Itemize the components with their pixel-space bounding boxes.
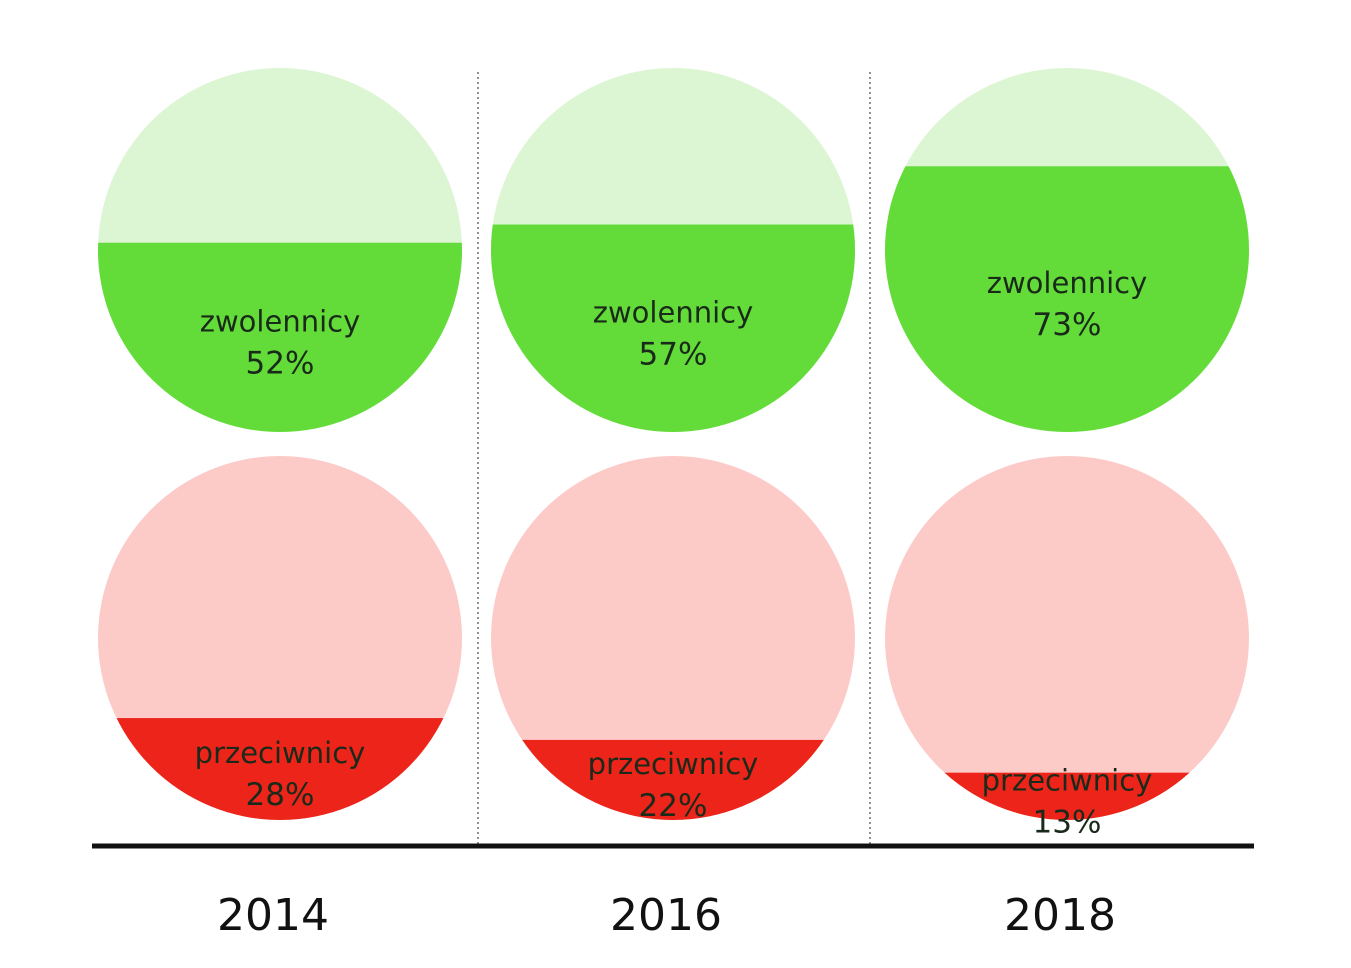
value-label: 22% xyxy=(639,788,708,824)
value-label: 13% xyxy=(1033,804,1102,840)
value-label: 52% xyxy=(246,345,315,381)
value-label: 73% xyxy=(1033,307,1102,343)
separators xyxy=(477,72,871,846)
series-label: zwolennicy xyxy=(987,266,1148,300)
labels: zwolennicy 52% zwolennicy 57% zwolennicy 73% p… xyxy=(195,266,1153,840)
value-label: 28% xyxy=(246,777,315,813)
przeciwnicy-background-circle xyxy=(885,456,1249,820)
series-label: przeciwnicy xyxy=(588,747,759,781)
series-label: zwolennicy xyxy=(200,304,361,338)
year-tick-label: 2018 xyxy=(1004,890,1116,941)
circles xyxy=(98,68,1249,820)
series-label: zwolennicy xyxy=(593,295,754,329)
przeciwnicy-background-circle xyxy=(491,456,855,820)
series-label: przeciwnicy xyxy=(195,736,366,770)
series-label: przeciwnicy xyxy=(982,763,1153,797)
year-tick-label: 2014 xyxy=(217,890,329,941)
axis: 2014 2016 2018 xyxy=(92,843,1254,941)
year-tick-label: 2016 xyxy=(610,890,722,941)
value-label: 57% xyxy=(639,336,708,372)
